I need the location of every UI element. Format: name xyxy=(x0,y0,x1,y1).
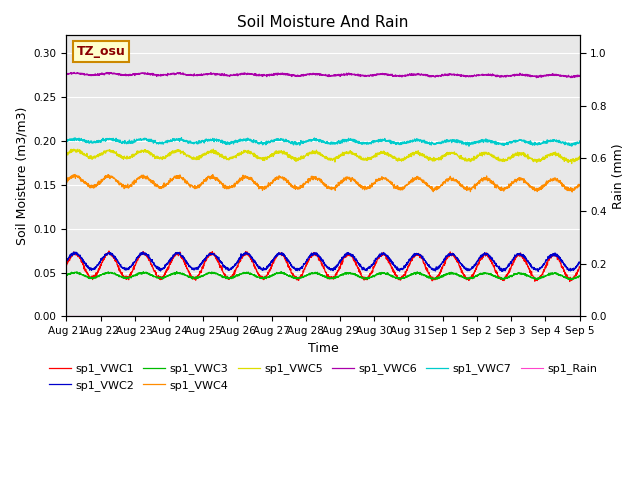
Line: sp1_VWC7: sp1_VWC7 xyxy=(67,138,580,146)
sp1_VWC2 xyxy=(349,252,356,257)
sp1_VWC1 xyxy=(545,258,552,264)
sp1_VWC1 xyxy=(472,266,480,272)
sp1_Rain xyxy=(531,313,538,319)
sp1_VWC7 xyxy=(465,144,473,149)
sp1_Rain xyxy=(576,313,584,319)
sp1_VWC5 xyxy=(349,151,356,156)
sp1_VWC4 xyxy=(71,171,79,177)
sp1_VWC5 xyxy=(205,149,213,155)
sp1_VWC2 xyxy=(63,259,70,265)
sp1_VWC5 xyxy=(576,154,584,159)
sp1_VWC4 xyxy=(206,175,214,180)
sp1_Rain xyxy=(472,313,479,319)
sp1_VWC5 xyxy=(545,153,552,159)
sp1_VWC6 xyxy=(349,72,356,77)
sp1_VWC6 xyxy=(338,72,346,78)
Line: sp1_VWC6: sp1_VWC6 xyxy=(67,72,580,78)
sp1_VWC4 xyxy=(63,178,70,183)
sp1_VWC4 xyxy=(545,178,552,184)
sp1_VWC6 xyxy=(531,73,538,79)
sp1_VWC3 xyxy=(349,271,356,277)
sp1_VWC4 xyxy=(568,189,576,195)
sp1_VWC5 xyxy=(63,150,70,156)
sp1_VWC1 xyxy=(105,248,113,254)
Text: TZ_osu: TZ_osu xyxy=(77,45,125,58)
sp1_VWC4 xyxy=(472,183,480,189)
Y-axis label: Rain (mm): Rain (mm) xyxy=(612,143,625,209)
sp1_VWC3 xyxy=(206,269,214,275)
sp1_VWC5 xyxy=(531,158,538,164)
sp1_Rain xyxy=(63,313,70,319)
sp1_VWC2 xyxy=(534,268,542,274)
X-axis label: Time: Time xyxy=(308,342,339,355)
Line: sp1_VWC3: sp1_VWC3 xyxy=(67,272,580,280)
sp1_VWC7 xyxy=(206,137,214,143)
sp1_VWC7 xyxy=(63,137,70,143)
Y-axis label: Soil Moisture (m3/m3): Soil Moisture (m3/m3) xyxy=(15,107,28,245)
Line: sp1_VWC1: sp1_VWC1 xyxy=(67,251,580,281)
sp1_Rain xyxy=(545,313,552,319)
sp1_VWC3 xyxy=(531,276,538,281)
sp1_VWC2 xyxy=(545,254,553,260)
sp1_VWC6 xyxy=(63,72,70,77)
sp1_VWC5 xyxy=(472,156,480,161)
sp1_VWC1 xyxy=(566,278,573,284)
sp1_VWC4 xyxy=(338,178,346,183)
sp1_VWC7 xyxy=(545,137,553,143)
sp1_VWC4 xyxy=(576,182,584,188)
sp1_VWC6 xyxy=(567,75,575,81)
sp1_VWC3 xyxy=(568,277,576,283)
sp1_VWC7 xyxy=(472,140,480,146)
sp1_VWC2 xyxy=(338,256,346,262)
sp1_VWC1 xyxy=(206,251,214,256)
sp1_VWC7 xyxy=(349,137,356,143)
sp1_VWC3 xyxy=(576,273,584,279)
Legend: sp1_VWC1, sp1_VWC2, sp1_VWC3, sp1_VWC4, sp1_VWC5, sp1_VWC6, sp1_VWC7, sp1_Rain: sp1_VWC1, sp1_VWC2, sp1_VWC3, sp1_VWC4, … xyxy=(44,359,602,395)
sp1_VWC1 xyxy=(63,262,70,268)
sp1_VWC7 xyxy=(177,135,185,141)
Line: sp1_VWC2: sp1_VWC2 xyxy=(67,252,580,271)
sp1_VWC1 xyxy=(349,255,356,261)
sp1_VWC4 xyxy=(349,176,356,181)
sp1_VWC5 xyxy=(568,161,575,167)
sp1_VWC7 xyxy=(576,138,584,144)
sp1_VWC2 xyxy=(531,265,538,271)
sp1_VWC1 xyxy=(576,264,584,270)
Line: sp1_VWC5: sp1_VWC5 xyxy=(67,149,580,164)
sp1_Rain xyxy=(205,313,213,319)
sp1_VWC2 xyxy=(576,259,584,265)
sp1_VWC2 xyxy=(70,249,78,255)
sp1_VWC2 xyxy=(472,261,480,267)
Line: sp1_VWC4: sp1_VWC4 xyxy=(67,174,580,192)
sp1_VWC6 xyxy=(576,73,584,79)
sp1_Rain xyxy=(337,313,345,319)
sp1_VWC1 xyxy=(338,259,346,265)
sp1_VWC2 xyxy=(206,252,214,257)
sp1_VWC7 xyxy=(531,139,538,145)
sp1_VWC6 xyxy=(206,71,214,77)
sp1_VWC3 xyxy=(173,269,180,275)
sp1_VWC6 xyxy=(472,73,480,79)
sp1_VWC3 xyxy=(472,274,480,279)
sp1_VWC5 xyxy=(209,146,217,152)
sp1_VWC7 xyxy=(338,139,346,144)
sp1_VWC3 xyxy=(338,272,346,278)
sp1_VWC6 xyxy=(545,73,552,79)
sp1_VWC1 xyxy=(531,275,538,280)
sp1_VWC5 xyxy=(338,152,346,158)
Title: Soil Moisture And Rain: Soil Moisture And Rain xyxy=(237,15,409,30)
sp1_VWC4 xyxy=(531,186,538,192)
sp1_VWC6 xyxy=(70,70,78,75)
sp1_Rain xyxy=(349,313,356,319)
sp1_VWC3 xyxy=(63,272,70,278)
sp1_VWC3 xyxy=(545,272,552,278)
